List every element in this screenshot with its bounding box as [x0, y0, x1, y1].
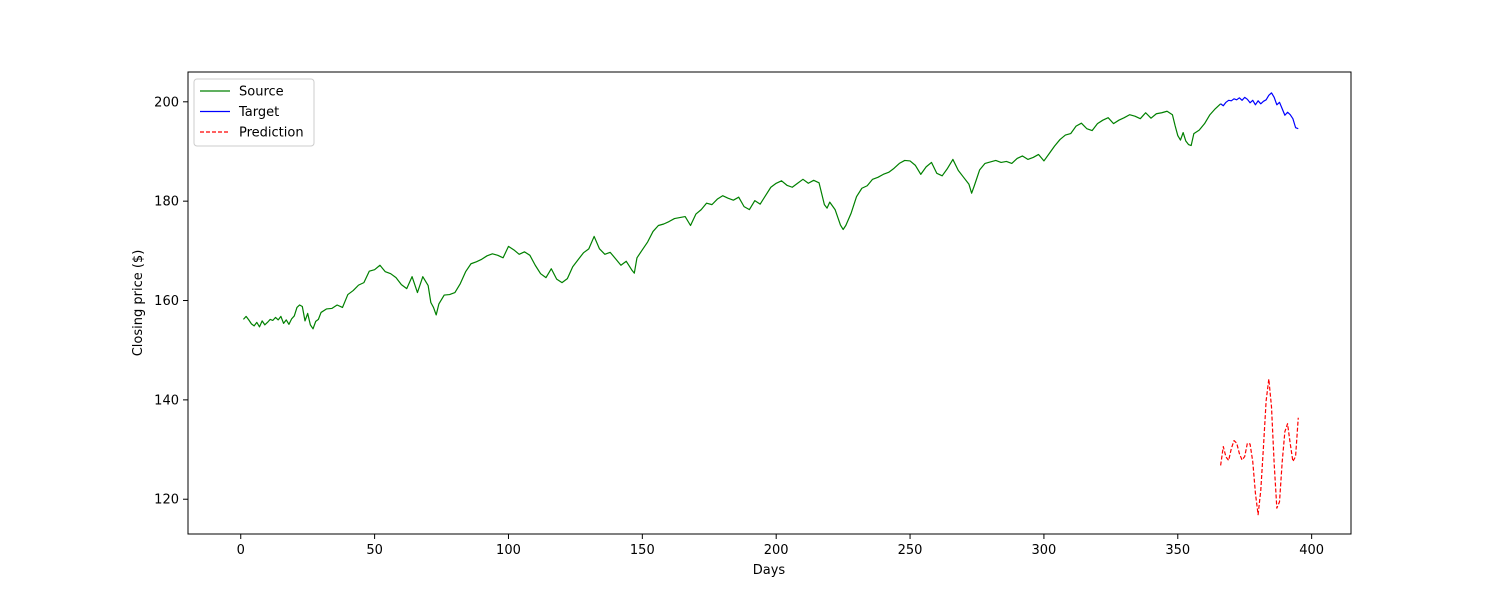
- series-line-target: [1220, 92, 1299, 130]
- x-tick-label: 0: [237, 543, 245, 558]
- series-line-prediction: [1220, 378, 1299, 516]
- y-tick-label: 160: [154, 294, 179, 309]
- x-tick-label: 100: [496, 543, 521, 558]
- x-tick-label: 400: [1299, 543, 1324, 558]
- y-tick-label: 120: [154, 493, 179, 508]
- x-tick-label: 350: [1165, 543, 1190, 558]
- y-axis-label: Closing price ($): [131, 250, 146, 357]
- legend: Source Target Prediction: [193, 78, 315, 147]
- x-tick-label: 150: [630, 543, 655, 558]
- y-tick-label: 200: [154, 95, 179, 110]
- series-layer: [242, 92, 1299, 516]
- x-axis-ticks: 0 50 100 150 200 250 300 350 400: [237, 534, 1324, 558]
- legend-label-prediction: Prediction: [239, 126, 304, 141]
- x-tick-label: 50: [366, 543, 383, 558]
- x-axis-label: Days: [753, 563, 786, 578]
- axes-frame: [187, 71, 1352, 535]
- y-axis-ticks: 120 140 160 180 200: [154, 95, 188, 508]
- y-tick-label: 180: [154, 195, 179, 210]
- legend-label-target: Target: [238, 105, 279, 120]
- x-tick-label: 200: [764, 543, 789, 558]
- legend-label-source: Source: [239, 85, 284, 100]
- y-tick-label: 140: [154, 393, 179, 408]
- legend-box: [193, 78, 315, 147]
- x-tick-label: 250: [898, 543, 923, 558]
- series-line-source: [242, 103, 1222, 330]
- x-tick-label: 300: [1032, 543, 1057, 558]
